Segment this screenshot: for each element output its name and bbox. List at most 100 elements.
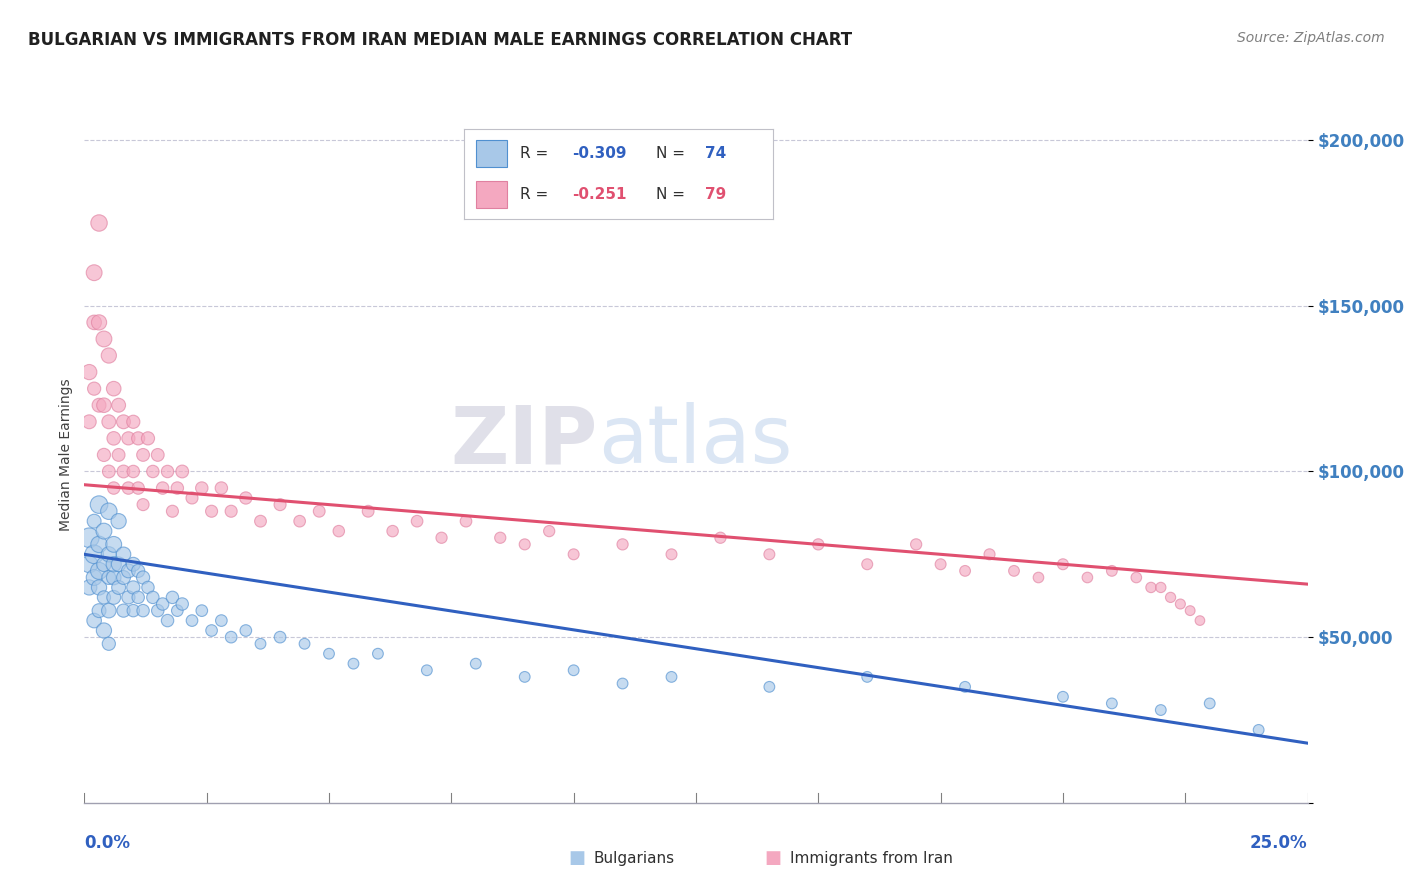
Point <box>294 637 316 651</box>
Point <box>97 465 120 479</box>
Point <box>1140 581 1163 595</box>
Point <box>162 591 184 605</box>
Point <box>83 382 105 396</box>
Point <box>152 481 174 495</box>
Text: R =: R = <box>520 187 553 202</box>
Point <box>117 481 139 495</box>
Point <box>905 537 928 551</box>
Point <box>758 547 780 561</box>
Point <box>127 431 149 445</box>
Point <box>77 415 100 429</box>
Point <box>200 624 222 638</box>
Point <box>77 365 100 379</box>
Point <box>127 564 149 578</box>
Text: N =: N = <box>655 187 689 202</box>
Text: Source: ZipAtlas.com: Source: ZipAtlas.com <box>1237 31 1385 45</box>
Point <box>87 537 110 551</box>
Point <box>87 604 110 618</box>
Point <box>97 415 120 429</box>
Point <box>172 465 194 479</box>
Point <box>103 591 125 605</box>
Point <box>117 564 139 578</box>
Point <box>953 680 976 694</box>
Point <box>83 570 105 584</box>
Point <box>156 465 179 479</box>
Text: ■: ■ <box>568 849 585 867</box>
Point <box>612 537 634 551</box>
Point <box>191 481 214 495</box>
Point <box>406 514 429 528</box>
Point <box>181 614 204 628</box>
Point <box>132 604 155 618</box>
Point <box>249 514 271 528</box>
Text: -0.251: -0.251 <box>572 187 627 202</box>
Point <box>93 624 115 638</box>
Point <box>416 663 439 677</box>
Point <box>127 591 149 605</box>
Point <box>93 332 115 346</box>
Point <box>103 558 125 572</box>
Text: 0.0%: 0.0% <box>84 834 131 852</box>
Point <box>357 504 380 518</box>
Point <box>1052 558 1074 572</box>
Point <box>430 531 453 545</box>
Point <box>1188 614 1211 628</box>
Point <box>172 597 194 611</box>
Point <box>1150 581 1173 595</box>
Point <box>191 604 214 618</box>
Point <box>1247 723 1270 737</box>
Point <box>83 614 105 628</box>
Point <box>166 481 188 495</box>
Point <box>856 558 879 572</box>
Text: N =: N = <box>655 146 689 161</box>
Text: BULGARIAN VS IMMIGRANTS FROM IRAN MEDIAN MALE EARNINGS CORRELATION CHART: BULGARIAN VS IMMIGRANTS FROM IRAN MEDIAN… <box>28 31 852 49</box>
Point <box>142 465 165 479</box>
Point <box>103 537 125 551</box>
Point <box>328 524 350 538</box>
Point <box>1002 564 1025 578</box>
Point <box>1076 570 1098 584</box>
Point <box>454 514 477 528</box>
Point <box>103 481 125 495</box>
Point <box>235 491 257 505</box>
Point <box>93 558 115 572</box>
Point <box>1101 697 1123 711</box>
Point <box>209 481 232 495</box>
Point <box>249 637 271 651</box>
Point <box>136 581 159 595</box>
Point <box>97 637 120 651</box>
Point <box>1052 690 1074 704</box>
Point <box>103 382 125 396</box>
Point <box>758 680 780 694</box>
Point <box>381 524 404 538</box>
Point <box>200 504 222 518</box>
Point <box>513 670 536 684</box>
Point <box>83 547 105 561</box>
Point <box>83 266 105 280</box>
Point <box>93 398 115 412</box>
Point <box>146 604 169 618</box>
Point <box>103 431 125 445</box>
Point <box>103 570 125 584</box>
Point <box>107 514 129 528</box>
Point <box>807 537 830 551</box>
Point <box>308 504 330 518</box>
Point <box>219 504 242 518</box>
Point <box>953 564 976 578</box>
Text: R =: R = <box>520 146 553 161</box>
Point <box>97 504 120 518</box>
Point <box>856 670 879 684</box>
Point <box>122 465 145 479</box>
Text: ■: ■ <box>765 849 782 867</box>
Point <box>1170 597 1192 611</box>
Point <box>709 531 731 545</box>
Point <box>97 604 120 618</box>
Point <box>288 514 311 528</box>
Point <box>1125 570 1147 584</box>
Point <box>152 597 174 611</box>
Point <box>127 481 149 495</box>
Point <box>979 547 1001 561</box>
Point <box>77 558 100 572</box>
Point <box>77 531 100 545</box>
Text: 25.0%: 25.0% <box>1250 834 1308 852</box>
